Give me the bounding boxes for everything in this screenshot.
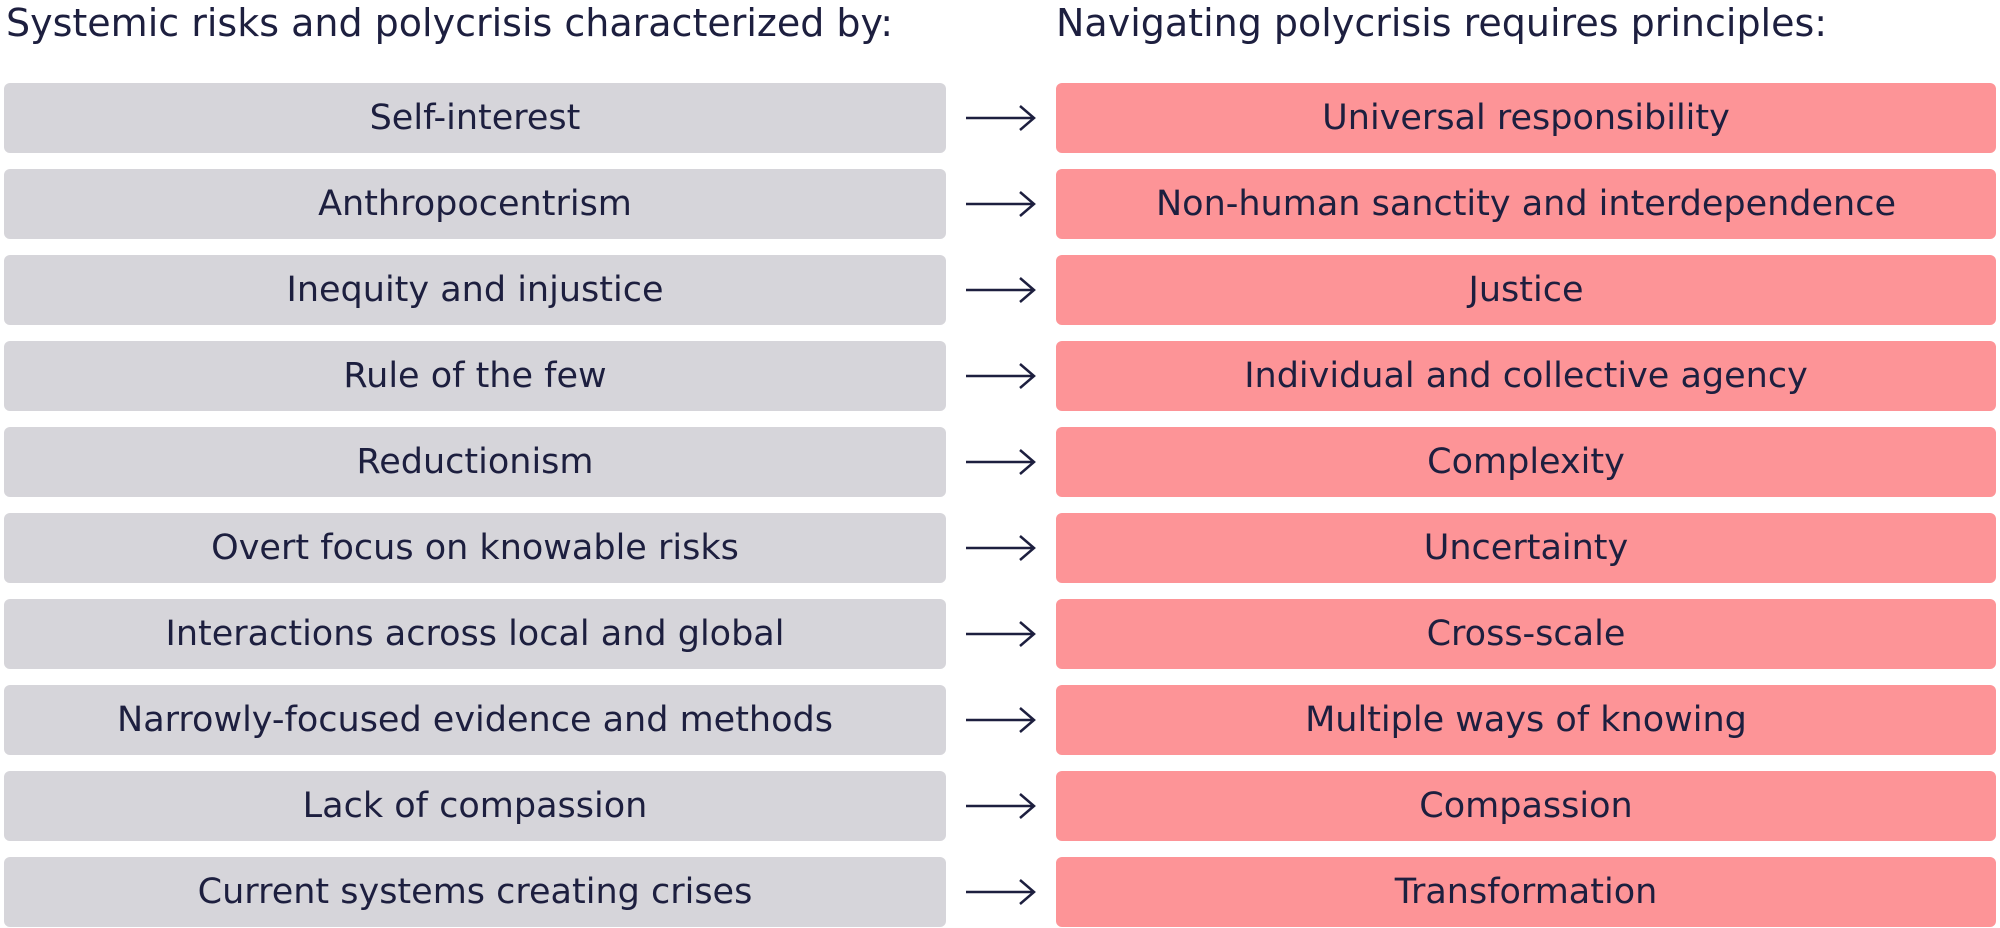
arrow	[966, 449, 1036, 475]
right-item: Transformation	[1056, 857, 1996, 927]
right-item: Cross-scale	[1056, 599, 1996, 669]
left-item: Self-interest	[4, 83, 946, 153]
right-item: Multiple ways of knowing	[1056, 685, 1996, 755]
arrow	[966, 621, 1036, 647]
left-item: Narrowly-focused evidence and methods	[4, 685, 946, 755]
arrow	[966, 707, 1036, 733]
arrow	[966, 879, 1036, 905]
left-item: Overt focus on knowable risks	[4, 513, 946, 583]
arrow	[966, 793, 1036, 819]
arrow	[966, 105, 1036, 131]
left-item: Lack of compassion	[4, 771, 946, 841]
right-item: Non-human sanctity and interdependence	[1056, 169, 1996, 239]
left-heading: Systemic risks and polycrisis characteri…	[6, 1, 894, 45]
right-item: Justice	[1056, 255, 1996, 325]
left-item: Rule of the few	[4, 341, 946, 411]
arrow	[966, 535, 1036, 561]
left-item: Anthropocentrism	[4, 169, 946, 239]
arrow	[966, 191, 1036, 217]
right-heading: Navigating polycrisis requires principle…	[1056, 1, 1828, 45]
left-item: Current systems creating crises	[4, 857, 946, 927]
left-item: Interactions across local and global	[4, 599, 946, 669]
arrow	[966, 277, 1036, 303]
right-item: Universal responsibility	[1056, 83, 1996, 153]
left-item: Inequity and injustice	[4, 255, 946, 325]
right-item: Complexity	[1056, 427, 1996, 497]
right-item: Individual and collective agency	[1056, 341, 1996, 411]
arrow	[966, 363, 1036, 389]
left-item: Reductionism	[4, 427, 946, 497]
right-item: Uncertainty	[1056, 513, 1996, 583]
right-item: Compassion	[1056, 771, 1996, 841]
